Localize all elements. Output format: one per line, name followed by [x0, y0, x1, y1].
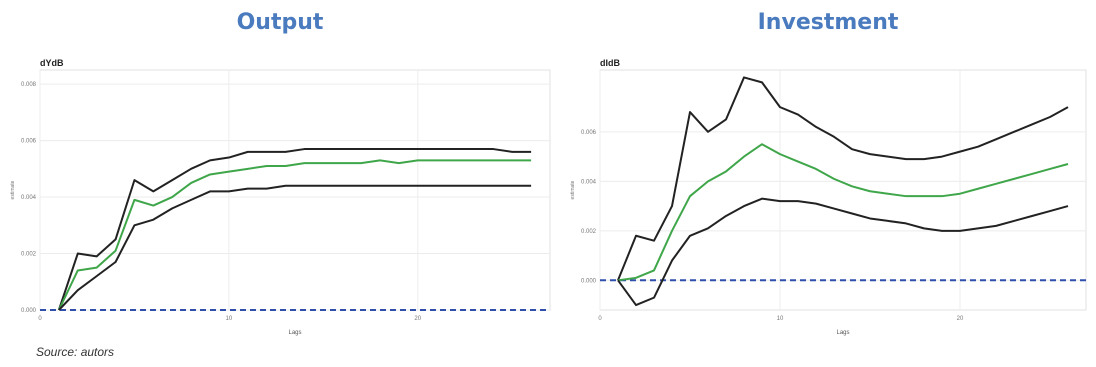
y-variable-label: dYdB — [40, 58, 64, 68]
x-tick-label: 0 — [598, 316, 602, 322]
investment-title: Investment — [757, 10, 899, 35]
plot-area — [599, 69, 1087, 311]
output-chart: 0.000 0.002 0.004 0.006 0.008 0 10 20 dYdB estima… — [10, 58, 551, 336]
series-line-mean-1 — [617, 143, 1069, 282]
y-tick-label: 0.004 — [581, 179, 597, 185]
output-title: Output — [236, 10, 324, 35]
series-line-ci-2 — [58, 184, 532, 311]
plot-area — [39, 69, 551, 311]
y-tick-label: 0.006 — [21, 139, 37, 145]
x-axis-title: Lags — [836, 330, 849, 336]
y-tick-label: 0.002 — [21, 252, 37, 258]
y-tick-label: 0.008 — [21, 82, 37, 88]
x-tick-label: 20 — [957, 316, 964, 322]
source-note: Source: autors — [36, 345, 115, 359]
series-line-ci-0 — [57, 148, 532, 311]
x-tick-label: 10 — [777, 316, 784, 322]
y-tick-label: 0.002 — [581, 229, 597, 235]
investment-panel: Investment 0.000 0.002 0.004 0.006 0 10 20 dIdB… — [560, 0, 1096, 340]
series-line-mean-1 — [57, 159, 532, 311]
y-tick-label: 0.000 — [21, 308, 37, 314]
series-line-ci-2 — [617, 197, 1069, 307]
y-variable-label: dIdB — [600, 58, 620, 68]
output-panel: Output 0.000 0.002 0.004 0.006 0.008 0 10 20 dYd… — [0, 0, 560, 340]
y-tick-label: 0.006 — [581, 130, 597, 136]
x-tick-label: 20 — [414, 316, 421, 322]
y-axis-title: estimate — [10, 180, 16, 199]
y-tick-label: 0.004 — [21, 195, 37, 201]
investment-chart: 0.000 0.002 0.004 0.006 0 10 20 dIdB estimate Lag… — [570, 58, 1087, 336]
x-tick-label: 10 — [226, 316, 233, 322]
x-axis-title: Lags — [288, 330, 301, 336]
series-line-ci-0 — [617, 76, 1069, 281]
y-tick-label: 0.000 — [581, 278, 597, 284]
x-tick-label: 0 — [38, 316, 42, 322]
y-axis-title: estimate — [570, 180, 576, 199]
